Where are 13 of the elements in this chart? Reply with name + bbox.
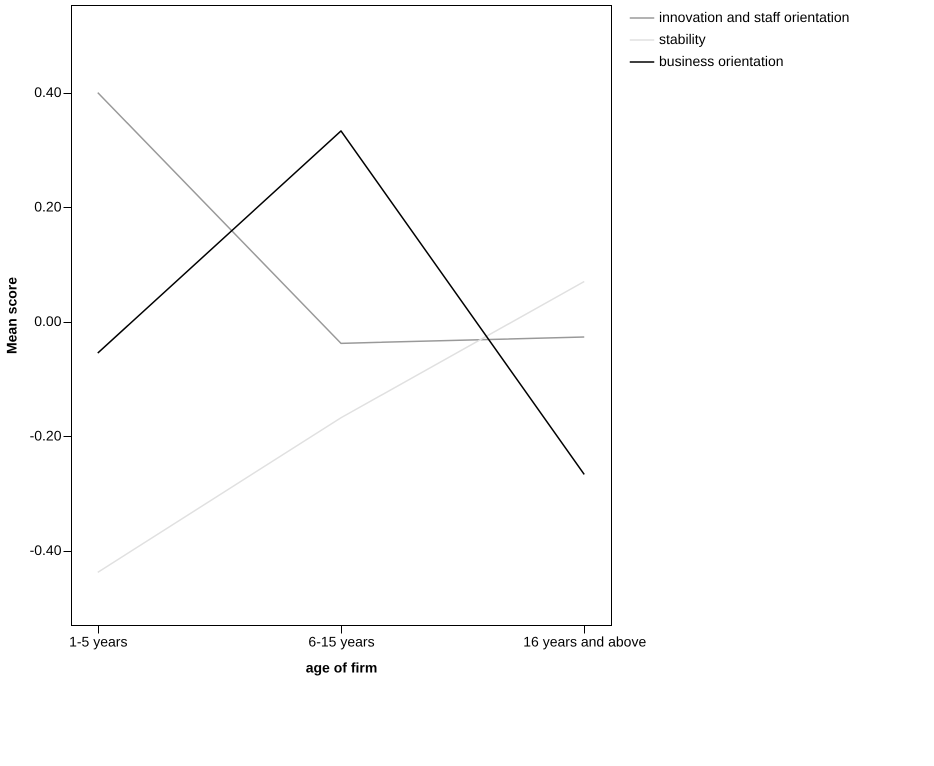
legend-label: stability <box>659 31 706 47</box>
x-tick-label: 1-5 years <box>69 634 128 650</box>
x-tick-label: 16 years and above <box>523 634 646 650</box>
legend-label: business orientation <box>659 53 784 69</box>
y-tick-label: 0.20 <box>34 198 62 215</box>
x-tick-label: 6-15 years <box>308 634 375 650</box>
y-axis-title: Mean score <box>4 276 20 354</box>
y-tick-label: 0.00 <box>34 313 62 330</box>
y-tick-label: -0.40 <box>30 542 62 558</box>
y-tick-label: 0.40 <box>34 84 62 100</box>
legend-label: innovation and staff orientation <box>659 9 850 25</box>
x-axis-title: age of firm <box>306 660 378 676</box>
y-tick-label: -0.20 <box>30 428 62 444</box>
